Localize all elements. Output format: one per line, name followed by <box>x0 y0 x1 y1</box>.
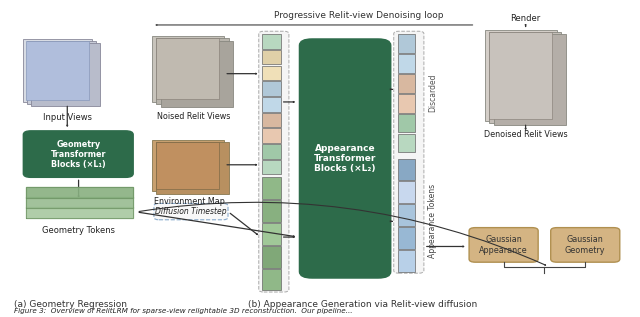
Bar <box>262 144 281 158</box>
Bar <box>262 177 281 199</box>
Text: Figure 3:  Overview of RelitLRM for sparse-view relightable 3D reconstruction.  : Figure 3: Overview of RelitLRM for spars… <box>14 308 353 314</box>
Bar <box>31 43 100 106</box>
Text: Appearance
Transformer
Blocks (×L₂): Appearance Transformer Blocks (×L₂) <box>314 144 376 173</box>
Bar <box>156 142 220 189</box>
Polygon shape <box>26 197 133 208</box>
Polygon shape <box>26 207 133 218</box>
Text: Progressive Relit-view Denoising loop: Progressive Relit-view Denoising loop <box>275 11 444 20</box>
Bar <box>156 38 228 105</box>
Bar <box>262 81 281 96</box>
Bar <box>27 41 96 104</box>
Bar <box>262 34 281 49</box>
Bar <box>262 269 281 290</box>
Bar <box>493 34 566 125</box>
Bar <box>397 158 415 180</box>
Text: Diffusion Timestep: Diffusion Timestep <box>155 207 227 216</box>
Bar <box>397 34 415 53</box>
Text: Appearance Tokens: Appearance Tokens <box>428 184 437 258</box>
Bar <box>484 30 557 121</box>
Text: Geometry Tokens: Geometry Tokens <box>42 226 115 235</box>
Text: Noised Relit Views: Noised Relit Views <box>157 112 231 120</box>
Text: Denoised Relit Views: Denoised Relit Views <box>484 130 568 139</box>
Bar <box>262 66 281 80</box>
Text: Input Views: Input Views <box>43 113 92 122</box>
FancyBboxPatch shape <box>300 39 390 278</box>
Bar <box>397 250 415 272</box>
Bar <box>397 74 415 93</box>
Bar <box>161 41 233 107</box>
Bar <box>262 223 281 245</box>
FancyBboxPatch shape <box>469 228 538 262</box>
Bar <box>489 32 561 123</box>
Bar <box>262 160 281 174</box>
Text: (b) Appearance Generation via Relit-view diffusion: (b) Appearance Generation via Relit-view… <box>248 300 477 309</box>
FancyBboxPatch shape <box>259 31 289 292</box>
Text: Gaussian
Appearance: Gaussian Appearance <box>479 235 528 255</box>
Bar <box>156 38 220 100</box>
Bar <box>397 114 415 133</box>
Bar <box>152 36 224 102</box>
Text: Gaussian
Geometry: Gaussian Geometry <box>565 235 605 255</box>
Bar <box>26 41 89 100</box>
Polygon shape <box>26 187 133 198</box>
Bar <box>156 142 228 194</box>
Bar <box>397 94 415 113</box>
Bar <box>152 140 224 191</box>
FancyBboxPatch shape <box>154 204 228 220</box>
Bar <box>262 97 281 112</box>
Bar <box>262 113 281 127</box>
Bar <box>23 39 92 102</box>
Text: (a) Geometry Regression: (a) Geometry Regression <box>14 300 127 309</box>
Bar <box>262 200 281 222</box>
FancyBboxPatch shape <box>23 131 133 177</box>
Text: Discarded: Discarded <box>428 73 437 112</box>
Bar <box>397 204 415 226</box>
Bar <box>397 54 415 73</box>
Text: Render: Render <box>511 14 541 23</box>
Bar <box>262 50 281 64</box>
Text: Geometry
Transformer
Blocks (×L₁): Geometry Transformer Blocks (×L₁) <box>51 139 106 169</box>
FancyBboxPatch shape <box>550 228 620 262</box>
Text: Environment Map: Environment Map <box>154 197 225 206</box>
Bar <box>397 227 415 249</box>
FancyBboxPatch shape <box>394 31 424 273</box>
Bar <box>397 181 415 203</box>
FancyBboxPatch shape <box>146 20 598 294</box>
Bar <box>262 246 281 268</box>
Bar <box>262 128 281 143</box>
Bar <box>397 134 415 152</box>
Bar <box>489 32 552 119</box>
